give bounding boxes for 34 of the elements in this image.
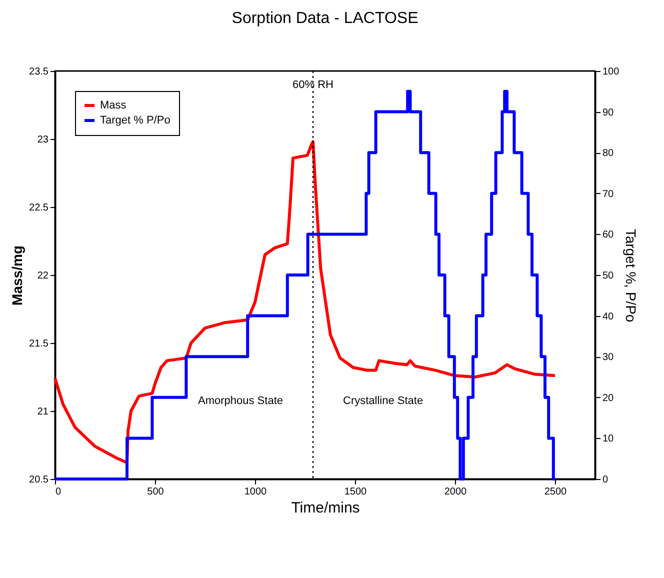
x-tick-label: 2500 [544, 486, 568, 498]
legend-label: Target % P/Po [100, 114, 170, 126]
y2-tick-label: 40 [602, 311, 614, 322]
chart-title: Sorption Data - LACTOSE [232, 10, 418, 27]
y-tick-label: 20.5 [29, 474, 49, 486]
y2-tick-label: 10 [602, 434, 614, 445]
y-tick-label: 22.5 [29, 202, 49, 214]
ref-line-label: 60% RH [292, 79, 334, 91]
y-axis-title: Mass/mg [9, 246, 26, 306]
y2-axis-title: Target %, P/Po [623, 228, 640, 322]
x-tick-label: 0 [56, 486, 62, 498]
y2-tick-label: 20 [602, 392, 614, 404]
y2-tick-label: 50 [602, 270, 614, 282]
y-tick-label: 21 [37, 406, 49, 418]
y-tick-label: 22 [37, 270, 49, 282]
y2-tick-label: 70 [602, 188, 614, 200]
x-axis-title: Time/mins [291, 500, 360, 516]
legend-label: Mass [100, 100, 127, 112]
x-tick-label: 1500 [344, 486, 368, 498]
x-tick-label: 2000 [444, 486, 468, 498]
line-series [54, 140, 556, 464]
x-tick-label: 1000 [244, 486, 268, 498]
annotation: Amorphous State [198, 395, 283, 407]
y-tick-label: 23 [37, 134, 49, 146]
y2-tick-label: 0 [602, 474, 608, 486]
y2-tick-label: 90 [602, 107, 614, 118]
y2-tick-label: 60 [602, 230, 614, 241]
y-tick-label: 23.5 [29, 66, 49, 78]
annotation: Crystalline State [343, 395, 424, 407]
y2-tick-label: 80 [602, 148, 614, 160]
y-tick-label: 21.5 [29, 338, 49, 350]
x-tick-label: 500 [147, 486, 164, 498]
y2-tick-label: 100 [602, 66, 620, 78]
y2-tick-label: 30 [602, 352, 614, 364]
